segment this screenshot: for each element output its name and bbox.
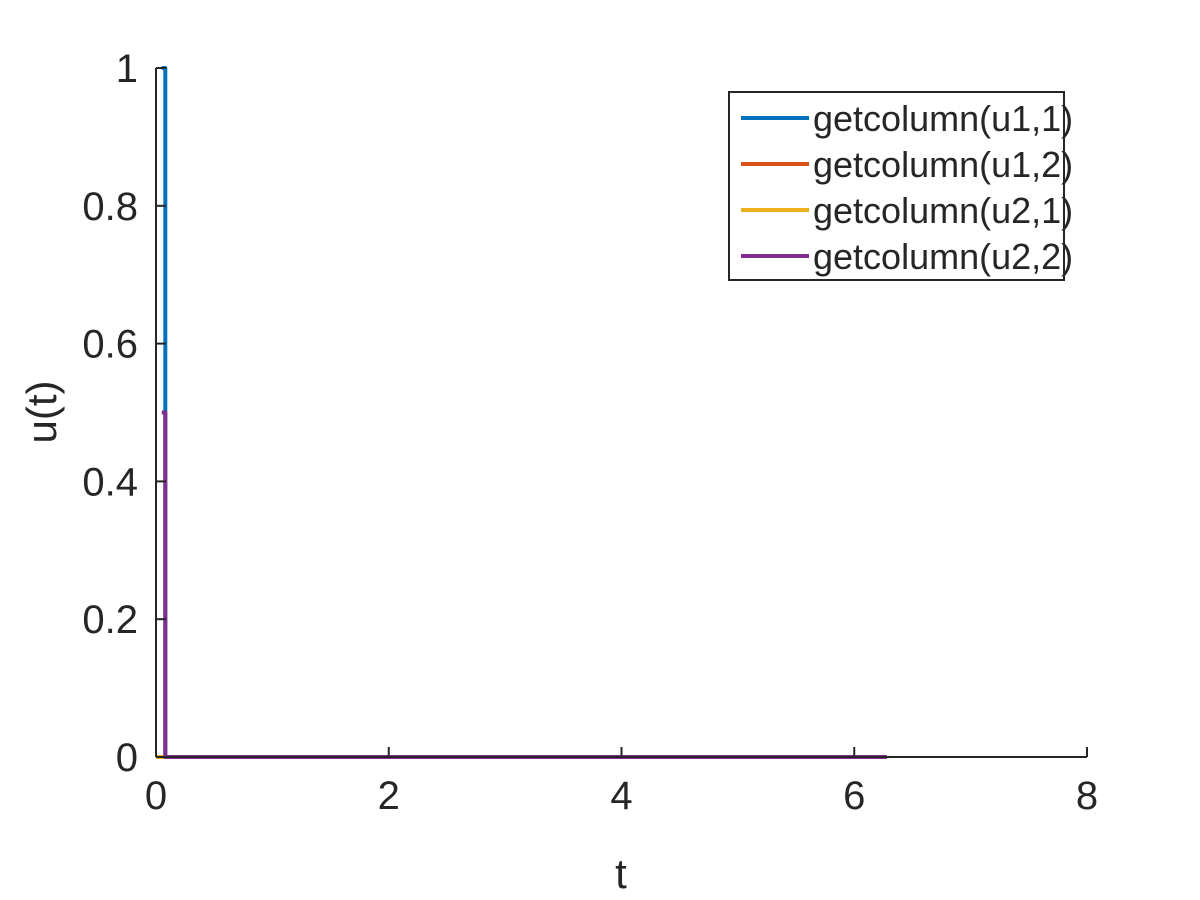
y-tick-label: 1 <box>116 47 138 91</box>
y-axis-title: u(t) <box>18 381 65 444</box>
legend-label-4: getcolumn(u2,2) <box>813 236 1073 277</box>
y-tick-label: 0.8 <box>82 185 138 229</box>
x-tick-label: 0 <box>145 774 167 818</box>
legend-box <box>728 91 1065 281</box>
x-tick-label: 2 <box>378 774 400 818</box>
x-tick-label: 8 <box>1076 774 1098 818</box>
y-tick-label: 0.6 <box>82 323 138 367</box>
legend-label-1: getcolumn(u1,1) <box>813 98 1073 139</box>
legend: getcolumn(u1,1) getcolumn(u1,2) getcolumn(… <box>728 91 1073 281</box>
series-line-4 <box>161 410 887 759</box>
y-tick-label: 0 <box>116 736 138 780</box>
legend-label-2: getcolumn(u1,2) <box>813 144 1073 185</box>
axes: 0 2 4 6 8 0 0.2 0.4 0.6 0.8 1 <box>82 47 1098 818</box>
y-tick-label: 0.4 <box>82 460 138 504</box>
legend-label-3: getcolumn(u2,1) <box>813 190 1073 231</box>
y-tick-label: 0.2 <box>82 598 138 642</box>
x-tick-label: 4 <box>610 774 632 818</box>
x-tick-label: 6 <box>843 774 865 818</box>
x-axis-title: t <box>615 850 627 897</box>
